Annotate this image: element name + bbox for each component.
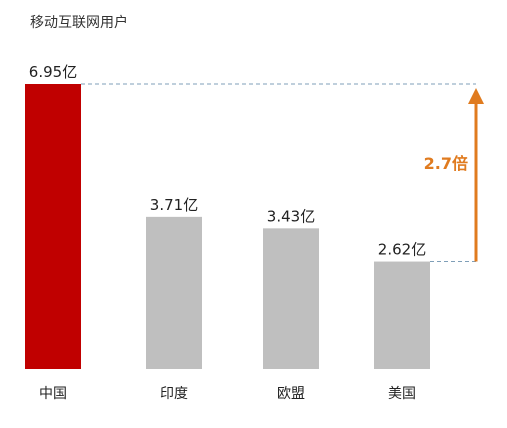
value-label-2: 3.71亿 [150, 196, 198, 214]
value-label-1: 6.95亿 [29, 63, 77, 81]
chart-title: 移动互联网用户 [30, 15, 128, 31]
value-label-4: 2.62亿 [378, 241, 426, 259]
value-label-3: 3.43亿 [267, 207, 315, 225]
bar-2 [146, 216, 202, 369]
arrowhead-icon [468, 88, 484, 104]
bar-4 [374, 261, 430, 369]
bar-3 [263, 228, 319, 369]
annotation-label: 2.7倍 [424, 154, 468, 173]
category-label-2: 印度 [160, 386, 188, 402]
category-label-3: 欧盟 [277, 386, 305, 402]
bar-1 [25, 84, 81, 369]
category-label-4: 美国 [388, 386, 416, 402]
category-label-1: 中国 [39, 386, 67, 402]
